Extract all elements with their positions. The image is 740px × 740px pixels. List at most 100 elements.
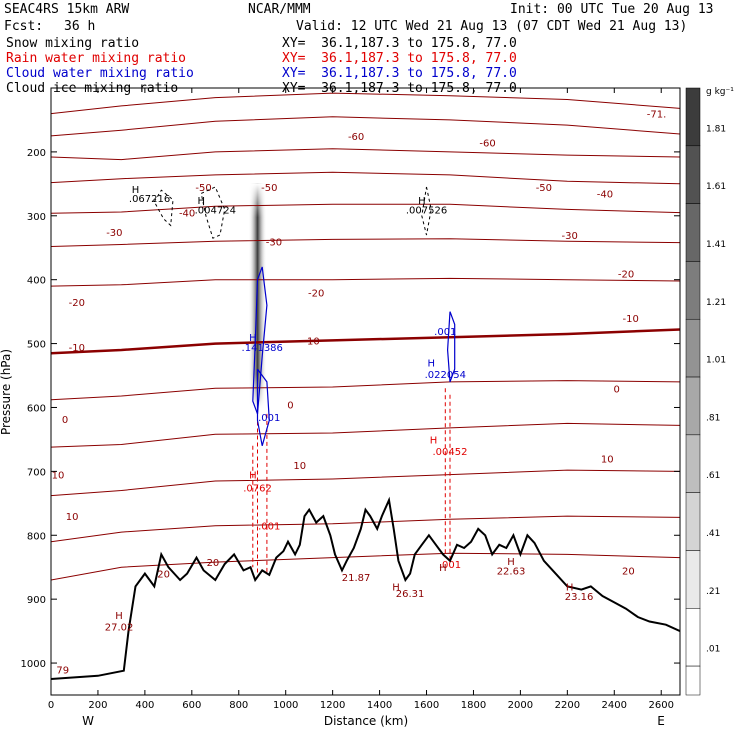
x-tick-label: 1600 xyxy=(414,700,439,711)
colorbar-unit: g kg⁻¹ xyxy=(706,87,734,97)
isotherm-label: -20 xyxy=(69,298,85,309)
isotherm-label: 20 xyxy=(622,566,635,577)
colorbar-label: .81 xyxy=(706,413,720,423)
snow-label: H xyxy=(418,196,426,207)
x-tick-label: 200 xyxy=(88,700,107,711)
terrain-line xyxy=(51,496,680,680)
x-tick-label: 1000 xyxy=(273,700,298,711)
x-tick-label: 0 xyxy=(48,700,54,711)
field-name-rain: Rain water mixing ratio xyxy=(6,51,187,66)
colorbar-segment xyxy=(685,492,701,551)
x-tick-label: 2400 xyxy=(602,700,627,711)
isotherm-label: -30 xyxy=(562,231,578,242)
colorbar-label: .21 xyxy=(706,587,720,597)
cloud-water-label: H xyxy=(427,359,435,370)
isotherm-label: 10 xyxy=(293,461,306,472)
model-name: SEAC4RS 15km ARW xyxy=(4,2,130,17)
snow-label: H xyxy=(132,185,140,196)
organization: NCAR/MMM xyxy=(248,2,311,17)
colorbar-label: 1.61 xyxy=(706,182,726,192)
isotherm-line xyxy=(51,422,680,448)
valid-time: Valid: 12 UTC Wed 21 Aug 13 (07 CDT Wed … xyxy=(296,19,688,34)
cloud-water-label: H xyxy=(249,333,257,344)
y-tick-label: 500 xyxy=(27,340,46,351)
rain-label: .001 xyxy=(439,560,461,571)
extremum-label: H xyxy=(115,611,123,622)
isotherm-line xyxy=(51,328,680,355)
colorbar-label: 1.41 xyxy=(706,240,726,250)
field-name-snow: Snow mixing ratio xyxy=(6,36,140,51)
cloud-water-label: .141386 xyxy=(242,343,283,354)
colorbar-segment xyxy=(685,434,701,493)
snow-label: .067216 xyxy=(129,194,170,205)
x-tick-label: 2000 xyxy=(508,700,533,711)
forecast-hours: 36 h xyxy=(64,19,96,34)
y-tick-label: 400 xyxy=(27,276,46,287)
colorbar-segment xyxy=(685,145,701,204)
field-xy-rain: XY= 36.1,187.3 to 175.8, 77.0 xyxy=(282,51,517,66)
isotherm-line xyxy=(51,148,680,161)
y-tick-label: 1000 xyxy=(21,659,46,670)
extremum-label: 22.63 xyxy=(497,566,526,577)
isotherm-label: 20 xyxy=(207,558,220,569)
y-tick-label: 900 xyxy=(27,595,46,606)
isotherm-line xyxy=(51,116,680,137)
snow-contour xyxy=(421,186,432,236)
isotherm-label: 0 xyxy=(62,415,68,426)
x-tick-label: 400 xyxy=(135,700,154,711)
y-tick-label: 800 xyxy=(27,531,46,542)
isotherm-label: 20 xyxy=(157,570,170,581)
y-tick-label: 300 xyxy=(27,212,46,223)
colorbar-label: 1.21 xyxy=(706,298,726,308)
colorbar-label: .41 xyxy=(706,529,720,539)
extremum-label: H xyxy=(392,582,400,593)
y-tick-label: 200 xyxy=(27,148,46,159)
west-label: W xyxy=(82,714,94,728)
colorbar-label: .61 xyxy=(706,471,720,481)
isotherm-label: -50 xyxy=(195,183,211,194)
isotherm-label: 0 xyxy=(613,384,619,395)
isotherm-label: -50 xyxy=(536,183,552,194)
isotherm-label: -10 xyxy=(303,336,319,347)
extremum-label: H xyxy=(439,563,447,574)
plot-area: -71. -60 -60 -50 -50 -50 -40 -40 -30 -30 -30 -20 -20… xyxy=(51,92,680,680)
isotherm-label: -10 xyxy=(69,343,85,354)
isotherm-line xyxy=(51,380,680,401)
rain-label: .00452 xyxy=(432,447,467,458)
isotherm-label: 10 xyxy=(601,455,614,466)
extremum-label: H xyxy=(507,557,515,568)
extremum-label: 79 xyxy=(56,665,69,676)
colorbar-segment xyxy=(685,318,701,378)
colorbar-segment xyxy=(685,261,701,320)
isotherm-label: 10 xyxy=(66,512,79,523)
x-tick-label: 2200 xyxy=(555,700,580,711)
y-tick-label: 700 xyxy=(27,467,46,478)
colorbar-label: .01 xyxy=(706,645,720,655)
extremum-label: 23.16 xyxy=(565,592,594,603)
isotherm-line xyxy=(51,277,680,287)
cloud-water-label: .001 xyxy=(258,413,280,424)
isotherm-label: -60 xyxy=(479,138,495,149)
colorbar-label: 1.81 xyxy=(706,124,726,134)
colorbar-segment-white xyxy=(685,665,701,696)
isotherm-label: -10 xyxy=(623,314,639,325)
field-xy-cloud-water: XY= 36.1,187.3 to 175.8, 77.0 xyxy=(282,66,517,81)
colorbar-segment xyxy=(685,376,701,436)
x-axis-label: Distance (km) xyxy=(324,714,408,728)
snow-contour xyxy=(200,186,226,239)
cloud-water-contour xyxy=(252,266,268,415)
isotherm-line xyxy=(51,92,680,115)
rain-label: H xyxy=(249,471,257,482)
isotherm-label: -71. xyxy=(647,110,667,121)
isotherm-label: -50 xyxy=(261,183,277,194)
colorbar: g kg⁻¹ 1.81 1.61 1.41 1.21 1.01 .81 .61 .41 .21.… xyxy=(685,87,734,696)
rain-label: .0762 xyxy=(243,483,272,494)
colorbar-segment xyxy=(685,203,701,262)
cloud-water-label: .001 xyxy=(434,327,456,338)
x-tick-label: 1400 xyxy=(367,700,392,711)
rain-label: .001 xyxy=(258,522,280,533)
cloud-water-label: .022054 xyxy=(425,370,466,381)
extremum-label: 21.87 xyxy=(342,573,371,584)
init-time: Init: 00 UTC Tue 20 Aug 13 xyxy=(510,2,714,17)
